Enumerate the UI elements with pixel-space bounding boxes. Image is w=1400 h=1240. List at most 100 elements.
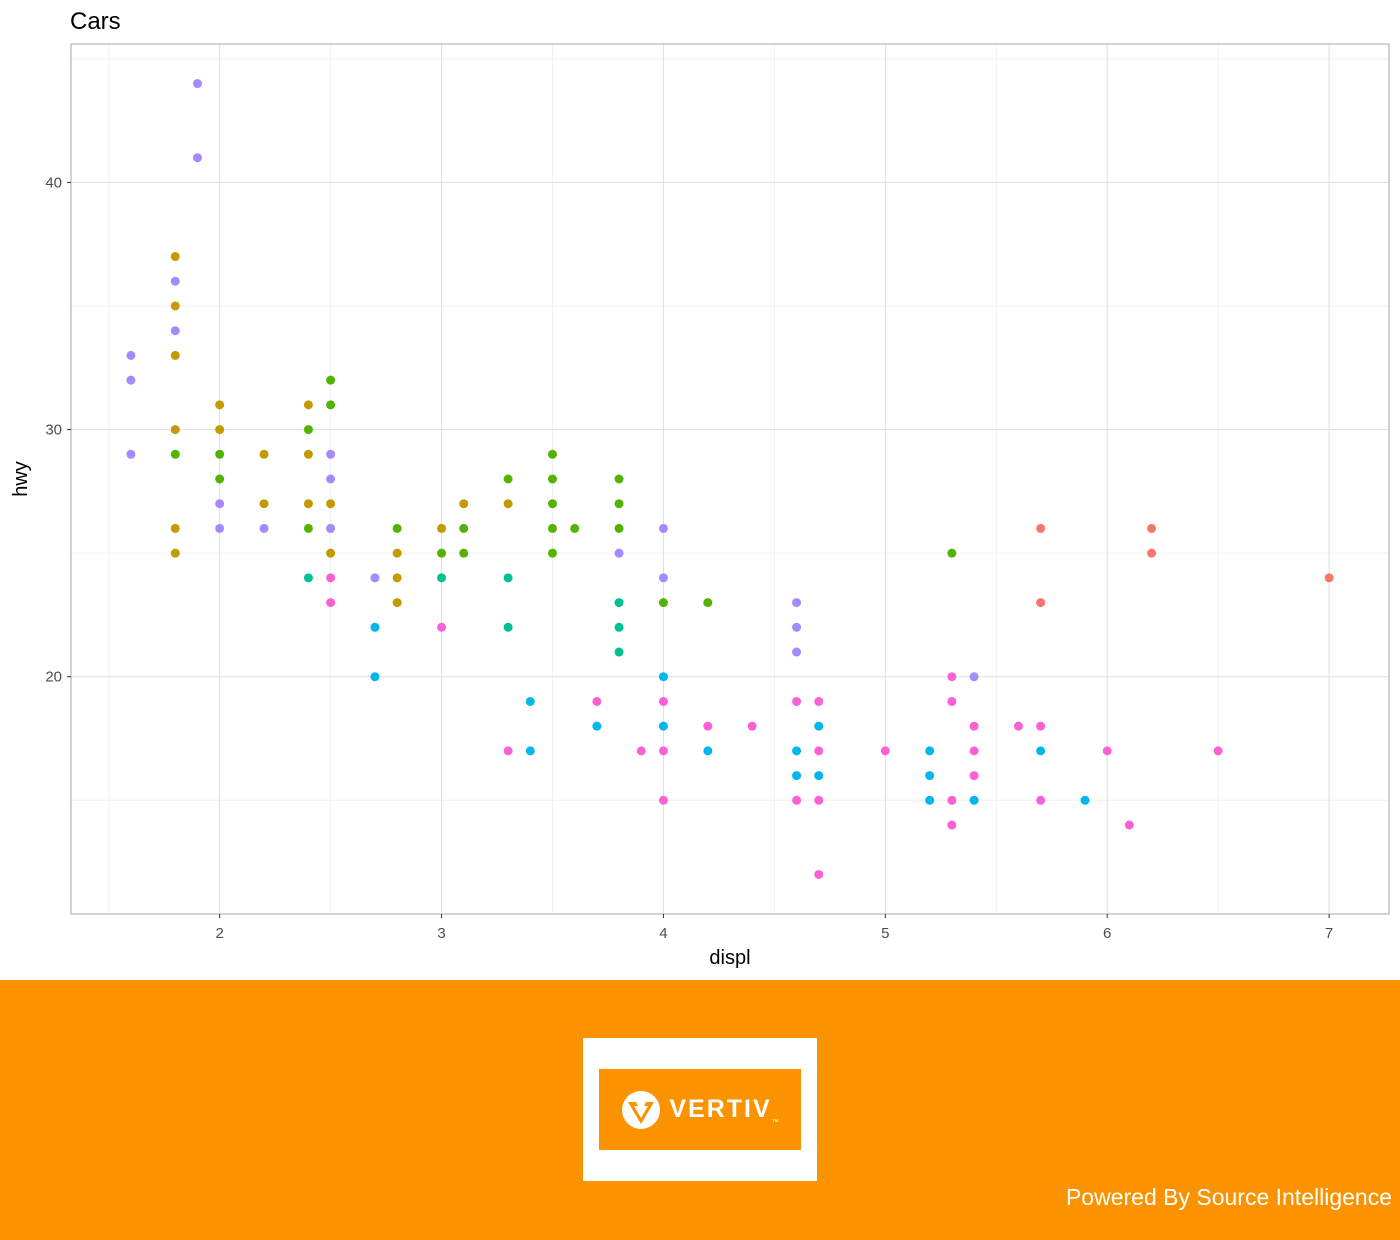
- x-tick-label: 3: [437, 925, 445, 942]
- data-point: [437, 622, 447, 632]
- data-point: [170, 523, 180, 533]
- data-point: [192, 153, 202, 163]
- data-point: [392, 598, 402, 608]
- data-point: [947, 820, 957, 830]
- data-point: [503, 622, 513, 632]
- data-point: [547, 499, 557, 509]
- data-point: [703, 721, 713, 731]
- data-point: [459, 523, 469, 533]
- data-point: [703, 746, 713, 756]
- scatter-plot: Cars 2 3 4 5 6 7 20 30 40 displ hwy: [10, 8, 1390, 969]
- data-point: [1036, 721, 1046, 731]
- data-point: [547, 548, 557, 558]
- data-point: [570, 523, 580, 533]
- data-point: [370, 573, 380, 583]
- data-point: [747, 721, 757, 731]
- data-point: [170, 425, 180, 435]
- data-point: [614, 548, 624, 558]
- x-tick-label: 6: [1103, 925, 1111, 942]
- data-point: [215, 449, 225, 459]
- chart-area: Cars 2 3 4 5 6 7 20 30 40 displ hwy: [10, 8, 1390, 969]
- data-point: [947, 672, 957, 682]
- data-point: [969, 795, 979, 805]
- data-point: [947, 795, 957, 805]
- data-point: [259, 449, 269, 459]
- data-point: [126, 350, 136, 360]
- data-point: [614, 474, 624, 484]
- data-point: [547, 474, 557, 484]
- data-point: [392, 523, 402, 533]
- data-point: [370, 622, 380, 632]
- data-point: [326, 400, 336, 410]
- vertiv-logo: VERTIV ™: [583, 1038, 817, 1181]
- data-point: [658, 696, 668, 706]
- data-point: [947, 696, 957, 706]
- data-point: [392, 548, 402, 558]
- logo-wordmark: VERTIV: [669, 1095, 772, 1123]
- data-point: [525, 746, 535, 756]
- data-point: [170, 276, 180, 286]
- data-point: [658, 795, 668, 805]
- data-point: [303, 523, 313, 533]
- x-tick-label: 5: [881, 925, 889, 942]
- data-point: [814, 721, 824, 731]
- logo-trademark: ™: [771, 1119, 779, 1126]
- axis-ticks: 2 3 4 5 6 7 20 30 40: [45, 174, 1333, 942]
- data-point: [437, 548, 447, 558]
- data-point: [969, 746, 979, 756]
- data-points: [126, 79, 1334, 879]
- grid-lines: [71, 44, 1389, 914]
- data-point: [614, 647, 624, 657]
- data-point: [303, 573, 313, 583]
- data-point: [814, 795, 824, 805]
- y-tick-label: 20: [45, 669, 62, 686]
- data-point: [658, 573, 668, 583]
- data-point: [636, 746, 646, 756]
- data-point: [170, 252, 180, 262]
- plot-panel-border: [70, 43, 1390, 915]
- data-point: [1036, 795, 1046, 805]
- data-point: [326, 548, 336, 558]
- x-tick-label: 2: [215, 925, 223, 942]
- data-point: [303, 425, 313, 435]
- data-point: [592, 696, 602, 706]
- data-point: [1102, 746, 1112, 756]
- data-point: [170, 301, 180, 311]
- data-point: [614, 622, 624, 632]
- data-point: [925, 795, 935, 805]
- data-point: [326, 499, 336, 509]
- data-point: [1324, 573, 1334, 583]
- data-point: [969, 721, 979, 731]
- data-point: [303, 400, 313, 410]
- data-point: [437, 523, 447, 533]
- data-point: [215, 400, 225, 410]
- data-point: [1013, 721, 1023, 731]
- data-point: [925, 771, 935, 781]
- data-point: [814, 746, 824, 756]
- data-point: [658, 721, 668, 731]
- data-point: [1147, 548, 1157, 558]
- data-point: [814, 696, 824, 706]
- data-point: [459, 499, 469, 509]
- data-point: [326, 598, 336, 608]
- data-point: [525, 696, 535, 706]
- data-point: [326, 573, 336, 583]
- data-point: [326, 375, 336, 385]
- data-point: [170, 326, 180, 336]
- data-point: [126, 375, 136, 385]
- data-point: [215, 474, 225, 484]
- data-point: [326, 474, 336, 484]
- data-point: [503, 474, 513, 484]
- data-point: [459, 548, 469, 558]
- data-point: [614, 598, 624, 608]
- data-point: [547, 449, 557, 459]
- data-point: [215, 499, 225, 509]
- data-point: [658, 672, 668, 682]
- data-point: [259, 523, 269, 533]
- data-point: [658, 523, 668, 533]
- footer-banner: VERTIV ™ Powered By Source Intelligence: [0, 980, 1400, 1240]
- x-tick-label: 4: [659, 925, 667, 942]
- data-point: [658, 746, 668, 756]
- data-point: [969, 771, 979, 781]
- data-point: [703, 598, 713, 608]
